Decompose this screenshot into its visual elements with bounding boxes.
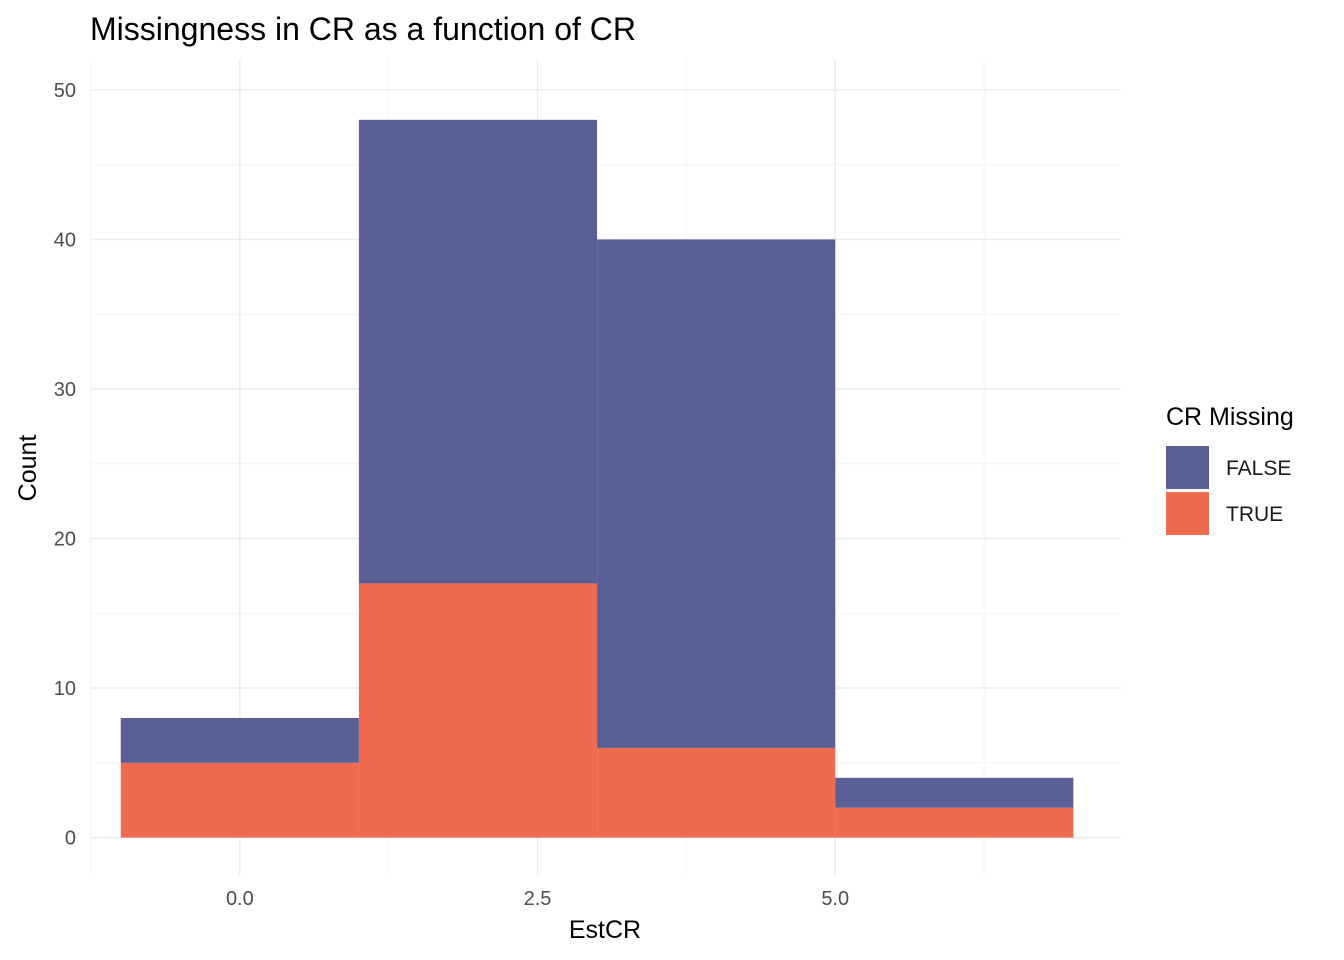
legend-label-false: FALSE	[1226, 457, 1291, 480]
x-tick-label: 2.5	[524, 888, 552, 910]
y-tick-label: 30	[54, 379, 76, 401]
y-tick-label: 50	[54, 80, 76, 102]
legend-title: CR Missing	[1166, 403, 1294, 431]
chart-title: Missingness in CR as a function of CR	[90, 11, 636, 47]
bar-true-bin-4	[835, 807, 1074, 838]
y-tick-label: 20	[54, 529, 76, 551]
bar-true-bin-1	[120, 762, 359, 838]
bar-true-bin-3	[597, 747, 836, 838]
x-tick-label: 5.0	[821, 888, 849, 910]
bar-false-bin-2	[358, 119, 598, 584]
y-tick-label: 10	[54, 678, 76, 700]
legend-key-true	[1166, 492, 1209, 535]
x-axis-title: EstCR	[569, 916, 641, 944]
bar-false-bin-4	[835, 777, 1074, 808]
y-tick-label: 40	[54, 229, 76, 251]
x-tick-label: 0.0	[226, 888, 254, 910]
bar-true-bin-2	[358, 583, 598, 838]
legend: CR Missing FALSE TRUE	[1166, 403, 1294, 535]
y-tick-label: 0	[65, 828, 76, 850]
bar-false-bin-1	[120, 717, 359, 763]
bar-false-bin-3	[597, 239, 836, 748]
legend-key-false	[1166, 446, 1209, 489]
legend-label-true: TRUE	[1226, 503, 1283, 526]
bars	[120, 119, 1074, 838]
tick-labels: 0 10 20 30 40 50 0.0 2.5 5.0	[54, 80, 849, 910]
y-axis-title: Count	[14, 435, 42, 502]
